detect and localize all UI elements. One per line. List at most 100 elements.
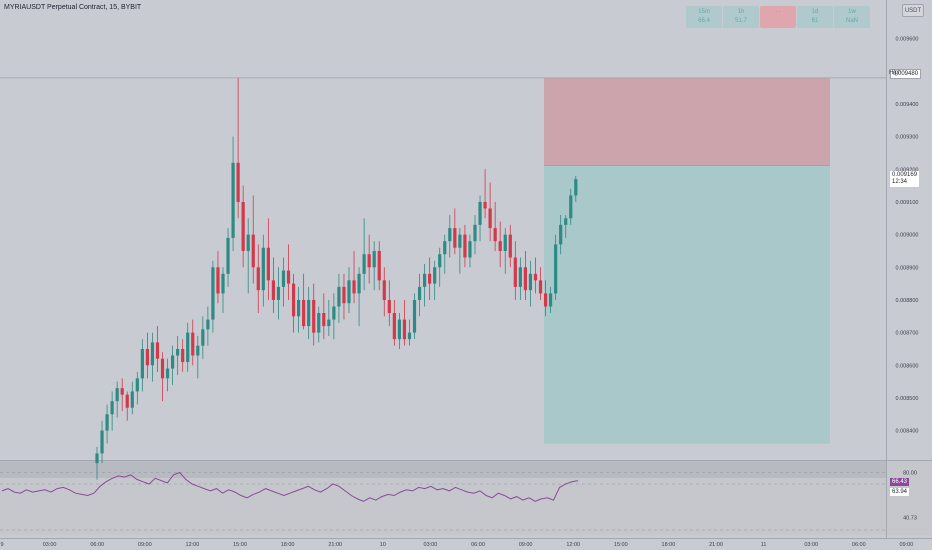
candle-body[interactable]	[236, 162, 240, 202]
candle-body[interactable]	[428, 273, 432, 284]
candle-body[interactable]	[377, 250, 381, 281]
timeframe-box[interactable]: · ·	[760, 6, 796, 28]
candle-body[interactable]	[412, 299, 417, 333]
candle-body[interactable]	[105, 414, 109, 431]
candle-body[interactable]	[221, 273, 225, 294]
candle-body[interactable]	[407, 332, 412, 340]
candle-body[interactable]	[160, 358, 165, 379]
candle-body[interactable]	[554, 244, 558, 294]
candle-body[interactable]	[574, 179, 578, 196]
candle-body[interactable]	[125, 394, 129, 408]
candle-body[interactable]	[100, 430, 104, 454]
candle-body[interactable]	[271, 280, 275, 300]
candle-body[interactable]	[352, 280, 356, 294]
candle-body[interactable]	[498, 241, 502, 251]
candle-body[interactable]	[332, 306, 336, 320]
candle-body[interactable]	[342, 286, 346, 304]
timeframe-box[interactable]: 1h 51.7	[723, 6, 759, 28]
candle-body[interactable]	[538, 280, 543, 294]
candle-body[interactable]	[211, 267, 215, 320]
candle-body[interactable]	[241, 201, 245, 251]
candle-body[interactable]	[201, 329, 205, 346]
candle-body[interactable]	[261, 247, 265, 291]
candle-body[interactable]	[417, 286, 422, 300]
candle-body[interactable]	[533, 273, 538, 281]
candle-body[interactable]	[286, 270, 291, 284]
candle-body[interactable]	[130, 391, 134, 408]
candle-body[interactable]	[357, 273, 361, 294]
candle-body[interactable]	[150, 342, 155, 366]
candle-body[interactable]	[191, 332, 195, 356]
candle-body[interactable]	[317, 313, 321, 333]
candle-body[interactable]	[120, 388, 124, 395]
candle-body[interactable]	[186, 332, 190, 363]
candle-body[interactable]	[493, 228, 497, 242]
candle-body[interactable]	[165, 368, 170, 379]
candle-body[interactable]	[276, 286, 281, 300]
candle-body[interactable]	[463, 234, 467, 258]
candle-body[interactable]	[181, 348, 185, 363]
candle-body[interactable]	[291, 283, 296, 317]
candle-body[interactable]	[433, 267, 437, 284]
timeframe-box[interactable]: 1w NaN	[834, 6, 870, 28]
candle-body[interactable]	[155, 342, 160, 359]
candle-body[interactable]	[176, 348, 180, 356]
candle-body[interactable]	[543, 293, 548, 307]
candle-body[interactable]	[367, 254, 371, 268]
candle-body[interactable]	[171, 355, 175, 369]
candle-body[interactable]	[468, 241, 472, 258]
candle-body[interactable]	[559, 224, 563, 245]
candle-body[interactable]	[266, 247, 270, 281]
candle-body[interactable]	[145, 348, 149, 366]
candle-body[interactable]	[196, 345, 200, 356]
candle-body[interactable]	[140, 348, 144, 379]
candle-body[interactable]	[362, 254, 366, 274]
candle-body[interactable]	[458, 234, 462, 248]
candle-body[interactable]	[448, 228, 452, 242]
candle-body[interactable]	[569, 195, 573, 219]
candle-body[interactable]	[216, 267, 220, 294]
candle-body[interactable]	[281, 270, 286, 287]
candle-body[interactable]	[483, 201, 487, 209]
candle-body[interactable]	[256, 267, 260, 291]
candle-body[interactable]	[231, 162, 235, 238]
candle-body[interactable]	[453, 228, 457, 248]
candle-body[interactable]	[423, 273, 427, 287]
candle-body[interactable]	[392, 313, 396, 340]
timeframe-box[interactable]: 1d 61	[797, 6, 833, 28]
candle-body[interactable]	[307, 299, 311, 327]
candle-body[interactable]	[528, 273, 533, 291]
candle-body[interactable]	[95, 453, 99, 464]
candle-body[interactable]	[302, 299, 306, 327]
currency-button[interactable]: USDT	[902, 4, 924, 17]
candle-body[interactable]	[503, 234, 507, 251]
candle-body[interactable]	[226, 237, 230, 274]
candle-body[interactable]	[473, 224, 477, 242]
candle-body[interactable]	[322, 313, 326, 327]
candle-body[interactable]	[246, 234, 250, 251]
candle-body[interactable]	[337, 286, 341, 307]
candle-body[interactable]	[312, 299, 316, 333]
candle-body[interactable]	[297, 299, 301, 317]
candle-body[interactable]	[508, 234, 512, 258]
candle-body[interactable]	[110, 401, 114, 415]
candle-body[interactable]	[564, 218, 568, 225]
candle-body[interactable]	[347, 280, 351, 304]
candle-body[interactable]	[387, 299, 391, 314]
candle-body[interactable]	[438, 254, 442, 268]
candle-body[interactable]	[488, 208, 492, 229]
candle-body[interactable]	[115, 388, 119, 402]
candle-body[interactable]	[443, 241, 447, 255]
candle-body[interactable]	[402, 319, 407, 340]
candle-body[interactable]	[549, 293, 553, 307]
candle-body[interactable]	[251, 234, 255, 268]
candle-body[interactable]	[327, 319, 331, 327]
candle-body[interactable]	[523, 267, 527, 291]
candle-body[interactable]	[382, 280, 386, 300]
timeframe-box[interactable]: 15m 66.4	[686, 6, 722, 28]
candle-body[interactable]	[397, 319, 401, 340]
candle-body[interactable]	[478, 201, 482, 225]
candle-body[interactable]	[206, 319, 210, 330]
candle-body[interactable]	[513, 257, 517, 287]
